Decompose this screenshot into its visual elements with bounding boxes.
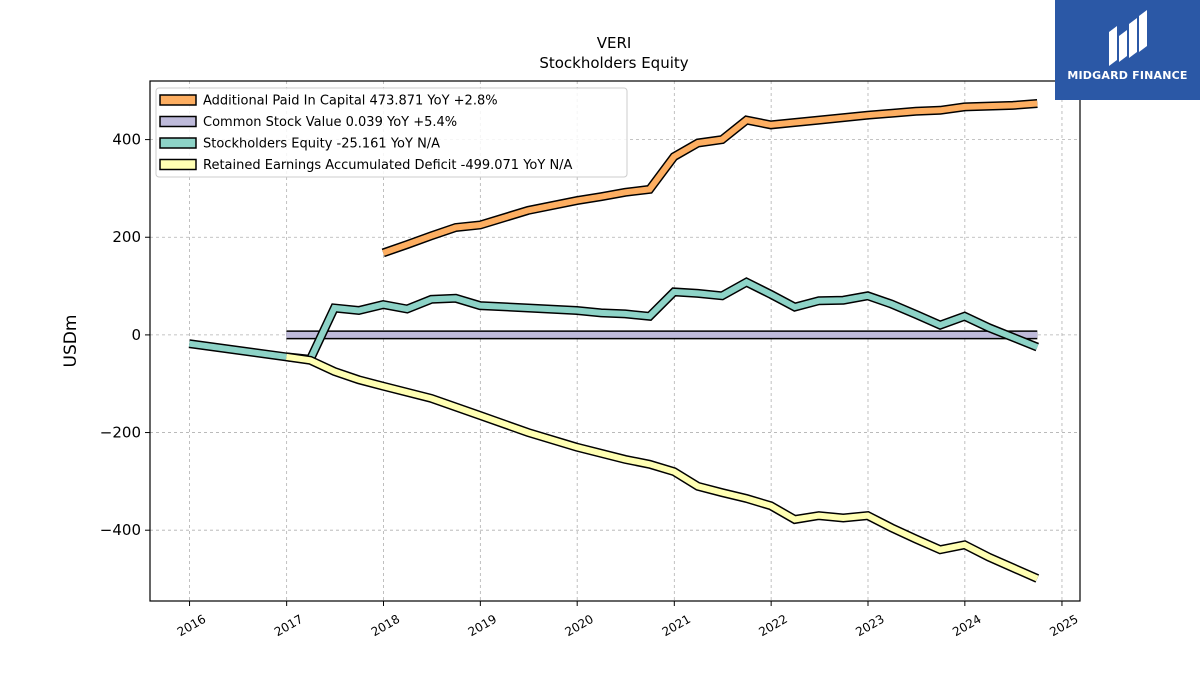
logo-mark-icon <box>1109 10 1147 66</box>
legend: Additional Paid In Capital 473.871 YoY +… <box>155 87 628 178</box>
legend-label: Additional Paid In Capital 473.871 YoY +… <box>203 94 498 109</box>
x-tick-label: 2025 <box>1047 612 1080 639</box>
axis-ticks: −400 −200 0 200 400 2016 2017 2018 2019 2020 2021 2… <box>100 131 1081 640</box>
y-tick-label: −400 <box>100 521 141 539</box>
y-axis-label: USDm <box>61 315 81 368</box>
legend-swatch <box>159 115 197 128</box>
x-tick-label: 2024 <box>950 612 983 639</box>
legend-item: Stockholders Equity -25.161 YoY N/A <box>159 137 440 152</box>
series-line <box>188 278 1039 363</box>
y-tick-label: 400 <box>112 131 141 149</box>
x-tick-label: 2016 <box>175 612 208 639</box>
legend-box <box>155 87 628 178</box>
series-1 <box>381 99 1038 258</box>
chart-subtitle: Stockholders Equity <box>539 54 688 72</box>
legend-swatch <box>159 137 197 149</box>
x-tick-label: 2022 <box>756 612 789 639</box>
legend-item: Common Stock Value 0.039 YoY +5.4% <box>159 115 457 130</box>
y-tick-label: 0 <box>131 326 141 344</box>
chart-title: VERI <box>597 34 632 52</box>
x-tick-label: 2019 <box>466 612 499 639</box>
x-tick-label: 2017 <box>272 612 305 639</box>
legend-item: Retained Earnings Accumulated Deficit -4… <box>159 158 573 173</box>
series-3 <box>188 277 1039 365</box>
x-tick-label: 2023 <box>853 612 886 639</box>
legend-label: Common Stock Value 0.039 YoY +5.4% <box>203 115 457 130</box>
x-tick-label: 2021 <box>660 612 693 639</box>
plot-frame <box>149 80 1081 602</box>
legend-swatch <box>159 94 197 106</box>
logo-text: MIDGARD FINANCE <box>1067 69 1188 82</box>
series-4 <box>285 352 1040 583</box>
x-tick-label: 2018 <box>369 612 402 639</box>
series-layer <box>188 99 1040 583</box>
midgard-finance-logo: MIDGARD FINANCE <box>1055 0 1200 100</box>
x-tick-label: 2020 <box>562 612 595 639</box>
legend-label: Stockholders Equity -25.161 YoY N/A <box>203 137 440 152</box>
y-tick-label: 200 <box>112 228 141 246</box>
series-line <box>382 100 1038 256</box>
legend-label: Retained Earnings Accumulated Deficit -4… <box>203 158 573 173</box>
series-line <box>285 353 1039 582</box>
legend-swatch <box>159 158 197 171</box>
legend-item: Additional Paid In Capital 473.871 YoY +… <box>159 94 498 109</box>
y-tick-label: −200 <box>100 424 141 442</box>
